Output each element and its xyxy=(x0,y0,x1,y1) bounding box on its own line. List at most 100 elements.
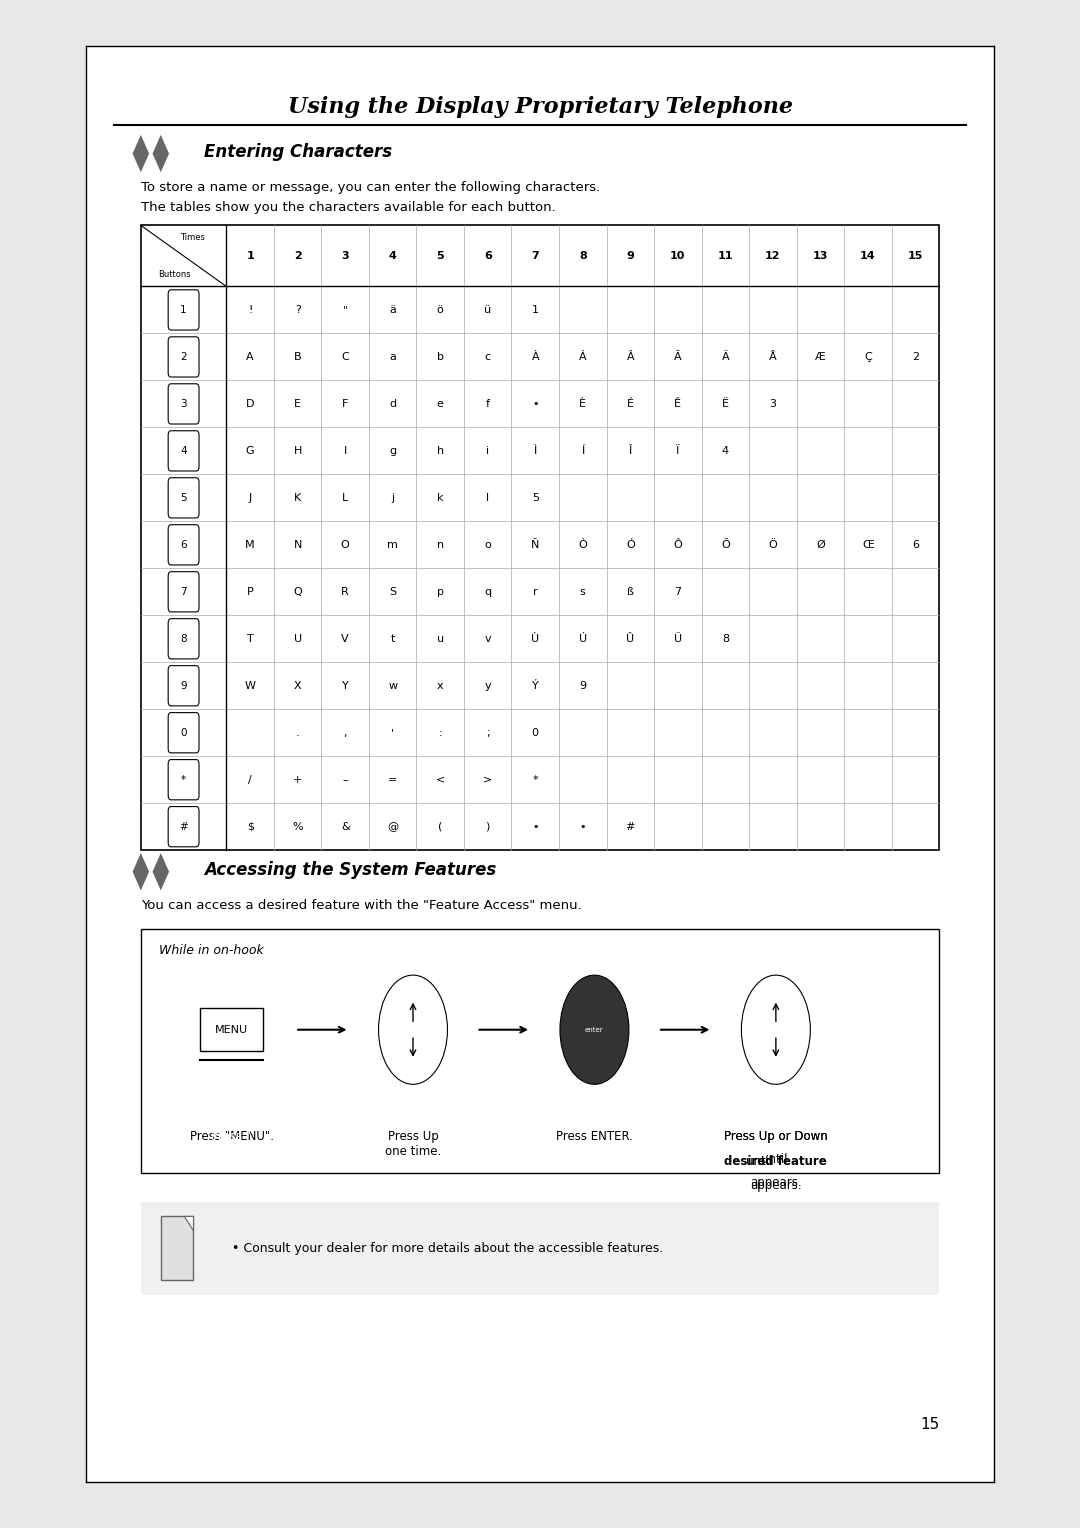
FancyBboxPatch shape xyxy=(168,524,199,565)
Text: b: b xyxy=(436,351,444,362)
Text: 7: 7 xyxy=(180,587,187,597)
Text: •: • xyxy=(532,822,539,831)
Text: =: = xyxy=(388,775,397,785)
Text: Y: Y xyxy=(341,681,349,691)
Text: Ì: Ì xyxy=(534,446,537,455)
Text: Ë: Ë xyxy=(721,399,729,410)
Text: 15: 15 xyxy=(907,251,923,261)
Text: 7: 7 xyxy=(674,587,681,597)
Text: Û: Û xyxy=(626,634,634,643)
Text: ": " xyxy=(342,306,348,315)
FancyBboxPatch shape xyxy=(168,712,199,753)
Text: B: B xyxy=(294,351,301,362)
Polygon shape xyxy=(133,853,149,891)
Text: • Consult your dealer for more details about the accessible features.: • Consult your dealer for more details a… xyxy=(231,1242,663,1254)
Text: V: V xyxy=(341,634,349,643)
Text: 2: 2 xyxy=(912,351,919,362)
Text: d: d xyxy=(389,399,396,410)
Text: Œ: Œ xyxy=(862,539,874,550)
Text: 14: 14 xyxy=(860,251,876,261)
Text: 1: 1 xyxy=(246,251,254,261)
Text: Ã: Ã xyxy=(674,351,681,362)
Text: 15: 15 xyxy=(920,1416,940,1432)
Text: Á: Á xyxy=(579,351,586,362)
Text: h: h xyxy=(436,446,444,455)
Text: 3: 3 xyxy=(180,399,187,410)
Text: Ù: Ù xyxy=(531,634,539,643)
Text: Press ENTER.: Press ENTER. xyxy=(556,1131,633,1143)
Text: H: H xyxy=(294,446,301,455)
Text: O: O xyxy=(341,539,350,550)
Text: 13: 13 xyxy=(812,251,828,261)
Text: •: • xyxy=(580,822,586,831)
Text: 5: 5 xyxy=(180,494,187,503)
FancyBboxPatch shape xyxy=(168,431,199,471)
Text: appears.: appears. xyxy=(750,1177,801,1189)
Text: 6: 6 xyxy=(180,539,187,550)
Text: >: > xyxy=(483,775,492,785)
Text: À: À xyxy=(531,351,539,362)
Text: 4: 4 xyxy=(180,446,187,455)
Bar xyxy=(140,1203,940,1296)
FancyBboxPatch shape xyxy=(168,619,199,659)
Bar xyxy=(200,1008,264,1051)
Text: E: E xyxy=(294,399,301,410)
Text: @: @ xyxy=(387,822,399,831)
Text: desired feature: desired feature xyxy=(725,1155,827,1167)
Text: È: È xyxy=(579,399,586,410)
FancyBboxPatch shape xyxy=(168,384,199,423)
Text: 8: 8 xyxy=(721,634,729,643)
Text: K: K xyxy=(294,494,301,503)
FancyBboxPatch shape xyxy=(168,336,199,377)
Text: Æ: Æ xyxy=(815,351,826,362)
Text: /: / xyxy=(248,775,252,785)
Text: I: I xyxy=(343,446,347,455)
Text: You can access a desired feature with the "Feature Access" menu.: You can access a desired feature with th… xyxy=(140,898,582,912)
Text: 5: 5 xyxy=(436,251,444,261)
Text: Buttons: Buttons xyxy=(158,270,191,280)
Text: p: p xyxy=(436,587,444,597)
Text: *: * xyxy=(181,775,186,785)
Text: T: T xyxy=(246,634,254,643)
Text: 4: 4 xyxy=(389,251,396,261)
Circle shape xyxy=(559,975,629,1085)
Bar xyxy=(140,929,940,1174)
Text: Ö: Ö xyxy=(769,539,778,550)
Polygon shape xyxy=(185,1216,193,1232)
Text: <: < xyxy=(435,775,445,785)
Text: g: g xyxy=(389,446,396,455)
Text: Í: Í xyxy=(581,446,584,455)
Text: Ý: Ý xyxy=(531,681,539,691)
Text: –: – xyxy=(342,775,348,785)
FancyBboxPatch shape xyxy=(168,759,199,799)
Text: y: y xyxy=(485,681,491,691)
Text: ,: , xyxy=(343,727,347,738)
Text: ): ) xyxy=(486,822,490,831)
Text: To store a name or message, you can enter the following characters.: To store a name or message, you can ente… xyxy=(140,180,600,194)
Text: Å: Å xyxy=(769,351,777,362)
Text: While in on-hook: While in on-hook xyxy=(159,943,264,957)
Text: l: l xyxy=(486,494,489,503)
Text: 3: 3 xyxy=(341,251,349,261)
Text: v: v xyxy=(485,634,491,643)
Text: Press ": Press " xyxy=(212,1131,252,1143)
Text: 9: 9 xyxy=(626,251,634,261)
Text: q: q xyxy=(484,587,491,597)
Text: e: e xyxy=(436,399,444,410)
Text: Î: Î xyxy=(629,446,632,455)
Text: G: G xyxy=(246,446,255,455)
FancyBboxPatch shape xyxy=(168,571,199,611)
Text: 12: 12 xyxy=(765,251,781,261)
Text: appears.: appears. xyxy=(750,1180,801,1192)
Text: 8: 8 xyxy=(180,634,187,643)
Text: (: ( xyxy=(438,822,443,831)
Text: 10: 10 xyxy=(670,251,686,261)
Text: #: # xyxy=(625,822,635,831)
Text: !: ! xyxy=(248,306,253,315)
Text: s: s xyxy=(580,587,585,597)
FancyBboxPatch shape xyxy=(168,666,199,706)
Text: The tables show you the characters available for each button.: The tables show you the characters avail… xyxy=(140,202,555,214)
Text: o: o xyxy=(484,539,491,550)
Text: ä: ä xyxy=(389,306,396,315)
Text: Ü: Ü xyxy=(674,634,681,643)
